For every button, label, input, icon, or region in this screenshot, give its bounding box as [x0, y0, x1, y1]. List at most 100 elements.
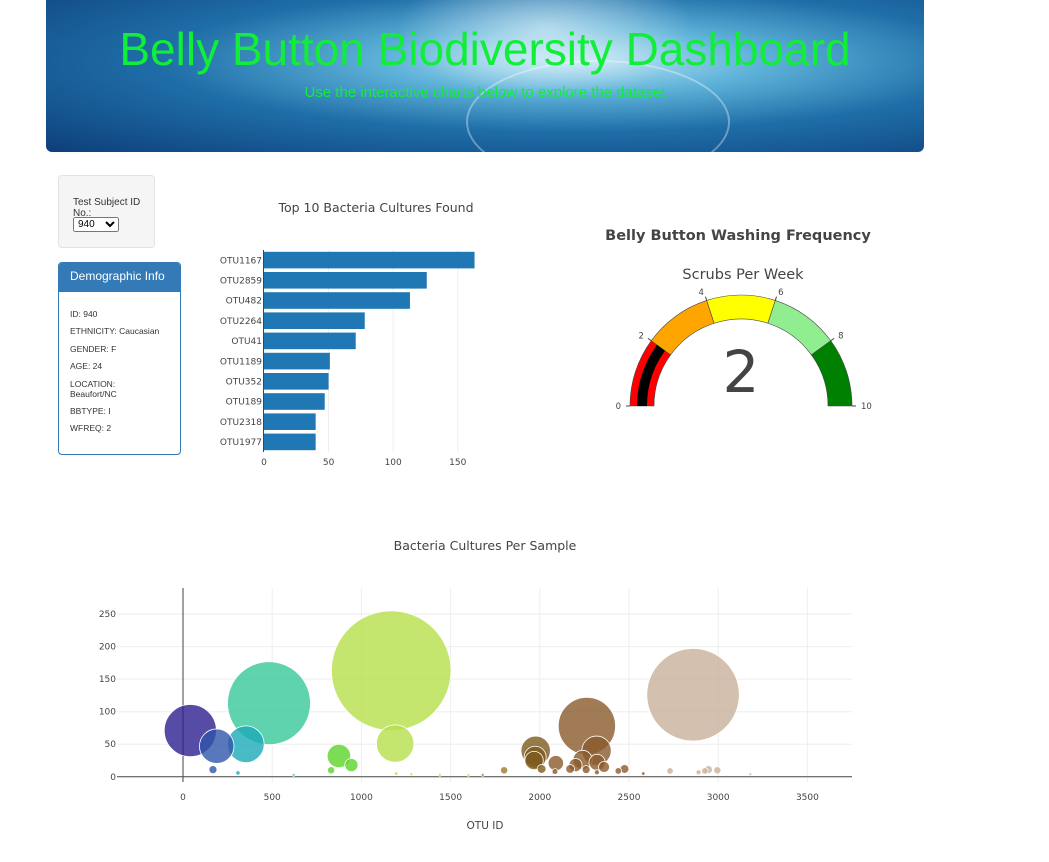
- page-title: Belly Button Biodiversity Dashboard: [119, 23, 851, 75]
- page-subtitle: Use the interactive charts below to expl…: [304, 84, 666, 101]
- bubble-chart-title: Bacteria Cultures Per Sample: [394, 538, 577, 553]
- bubble-otu-1680[interactable]: [480, 772, 485, 777]
- bubble-x-tick-label: 2500: [618, 793, 641, 803]
- bubble-otu-620[interactable]: [291, 772, 296, 777]
- bar-y-tick-label: OTU1977: [220, 438, 262, 448]
- bubble-otu-2260[interactable]: [581, 765, 591, 775]
- demographic-panel-title: Demographic Info: [59, 263, 180, 292]
- bar-y-tick-label: OTU2859: [220, 277, 262, 287]
- bar-y-tick-label: OTU41: [231, 337, 262, 347]
- subject-id-dropdown[interactable]: 940: [73, 217, 119, 232]
- washing-frequency-gauge: Belly Button Washing Frequency Scrubs Pe…: [605, 228, 872, 412]
- gauge-step-6-8: [767, 300, 832, 356]
- gauge-title: Belly Button Washing Frequency: [605, 228, 871, 244]
- demo-wfreq: WFREQ: 2: [70, 423, 112, 434]
- bar-y-tick-label: OTU2264: [220, 317, 262, 327]
- bar-otu189[interactable]: [264, 393, 325, 410]
- bubble-otu-189[interactable]: [199, 728, 235, 764]
- bubble-otu-168[interactable]: [208, 765, 218, 775]
- bubble-x-tick-label: 500: [264, 793, 281, 803]
- bar-chart-x-ticks: 0 50 100 150: [261, 458, 466, 468]
- bar-otu1167[interactable]: [264, 251, 475, 269]
- bar-y-tick-label: OTU482: [226, 297, 262, 307]
- gauge-tick: [647, 338, 652, 342]
- bar-otu1189[interactable]: [264, 352, 330, 370]
- bar-otu2264[interactable]: [264, 312, 365, 329]
- bubble-y-tick-label: 200: [99, 643, 116, 653]
- bubble-x-tick-label: 3500: [796, 793, 819, 803]
- bubble-otu-1167[interactable]: [330, 610, 452, 731]
- bubble-x-tick-label: 0: [180, 793, 186, 803]
- bar-y-tick-label: OTU2318: [220, 418, 262, 428]
- bubble-otu-308[interactable]: [235, 770, 241, 776]
- gauge-tick: [704, 296, 708, 301]
- bar-x-tick-label: 150: [449, 458, 466, 468]
- bar-chart-title: Top 10 Bacteria Cultures Found: [277, 200, 473, 215]
- gauge-step-2-4: [650, 300, 715, 356]
- bubble-x-tick-label: 1500: [439, 793, 462, 803]
- bubble-otu-2859[interactable]: [646, 648, 740, 742]
- gauge-subtitle: Scrubs Per Week: [682, 267, 804, 283]
- bubble-otu-2440[interactable]: [614, 767, 623, 775]
- bubble-otu-2360[interactable]: [598, 761, 610, 773]
- bubble-otu-1440[interactable]: [438, 772, 442, 777]
- bubble-otu-830[interactable]: [327, 766, 336, 775]
- bubble-otu-3180[interactable]: [748, 772, 753, 777]
- bubble-y-tick-label: 0: [110, 773, 116, 783]
- bubble-x-tick-label: 1000: [350, 793, 373, 803]
- bar-otu2859[interactable]: [264, 272, 427, 289]
- bubble-chart: Bacteria Cultures Per Sample 0 500 1000 150…: [99, 538, 852, 832]
- bubble-otu-1600[interactable]: [466, 772, 471, 777]
- bubble-otu-2890[interactable]: [695, 769, 702, 776]
- bubble-chart-ticks: 0 500 1000 1500 2000 2500 3000 3500 0 50 100 150 200…: [99, 610, 819, 803]
- bar-otu1977[interactable]: [264, 433, 316, 451]
- demo-gender: GENDER: F: [70, 343, 117, 354]
- demo-bbtype: BBTYPE: I: [70, 405, 111, 416]
- gauge-ticks: 0 2 4 6 8 10: [616, 288, 872, 412]
- bubble-otu-1195[interactable]: [393, 771, 399, 776]
- gauge-step-8-10: [810, 340, 853, 407]
- bubble-otu-1800[interactable]: [500, 766, 509, 775]
- bubble-y-tick-label: 150: [99, 675, 116, 685]
- bubble-otu-2995[interactable]: [713, 766, 722, 775]
- bubble-otu-1968[interactable]: [524, 750, 544, 771]
- bubble-otu-2730[interactable]: [666, 767, 674, 775]
- gauge-tick-label: 0: [616, 402, 621, 412]
- demo-ethnicity: ETHNICITY: Caucasian: [70, 326, 160, 337]
- demo-location: LOCATION: Beaufort/NC: [70, 378, 117, 399]
- bubble-otu-1189[interactable]: [376, 724, 415, 763]
- bubble-chart-xlabel: OTU ID: [467, 820, 504, 832]
- demo-id: ID: 940: [70, 309, 98, 319]
- bubble-y-tick-label: 50: [105, 740, 117, 750]
- subject-selector-well: Test Subject ID No.: 940: [58, 175, 155, 248]
- gauge-tick: [774, 296, 778, 301]
- top10-bar-chart: Top 10 Bacteria Cultures Found OTU1167OT…: [220, 200, 475, 468]
- bar-x-tick-label: 50: [323, 458, 335, 468]
- demographic-panel: Demographic Info ID: 940 ETHNICITY: Cauc…: [58, 262, 181, 455]
- bubble-x-tick-label: 2000: [528, 793, 551, 803]
- demo-age: AGE: 24: [70, 361, 103, 372]
- bubble-otu-2580[interactable]: [641, 771, 646, 776]
- bar-otu2318[interactable]: [264, 413, 316, 430]
- bubble-otu-2320[interactable]: [593, 769, 600, 776]
- bar-otu41[interactable]: [264, 332, 356, 350]
- bar-chart-y-ticks: OTU1167 OTU2859 OTU482 OTU2264 OTU41 OTU1189 O…: [220, 256, 262, 448]
- demographic-panel-body: ID: 940 ETHNICITY: Caucasian GENDER: F A…: [59, 292, 180, 433]
- bar-otu352[interactable]: [264, 373, 329, 390]
- bar-x-tick-label: 100: [385, 458, 402, 468]
- bubble-otu-874[interactable]: [326, 743, 352, 769]
- bubble-otu-482[interactable]: [227, 661, 311, 746]
- gauge-bar-fill: [637, 344, 665, 406]
- gauge-step-4-6: [706, 294, 776, 324]
- bubble-otu-2085[interactable]: [551, 768, 559, 775]
- bubble-otu-944[interactable]: [344, 758, 359, 773]
- gauge-tick-label: 2: [638, 331, 643, 341]
- bar-otu482[interactable]: [264, 292, 410, 309]
- bar-y-tick-label: OTU1189: [220, 357, 262, 367]
- bubble-otu-2170[interactable]: [565, 764, 575, 774]
- bubble-otu-2010[interactable]: [536, 764, 547, 774]
- gauge-tick-label: 4: [698, 288, 703, 298]
- bubble-otu-1280[interactable]: [409, 772, 414, 777]
- gauge-value: 2: [723, 338, 760, 406]
- bubble-otu-2925[interactable]: [701, 767, 709, 775]
